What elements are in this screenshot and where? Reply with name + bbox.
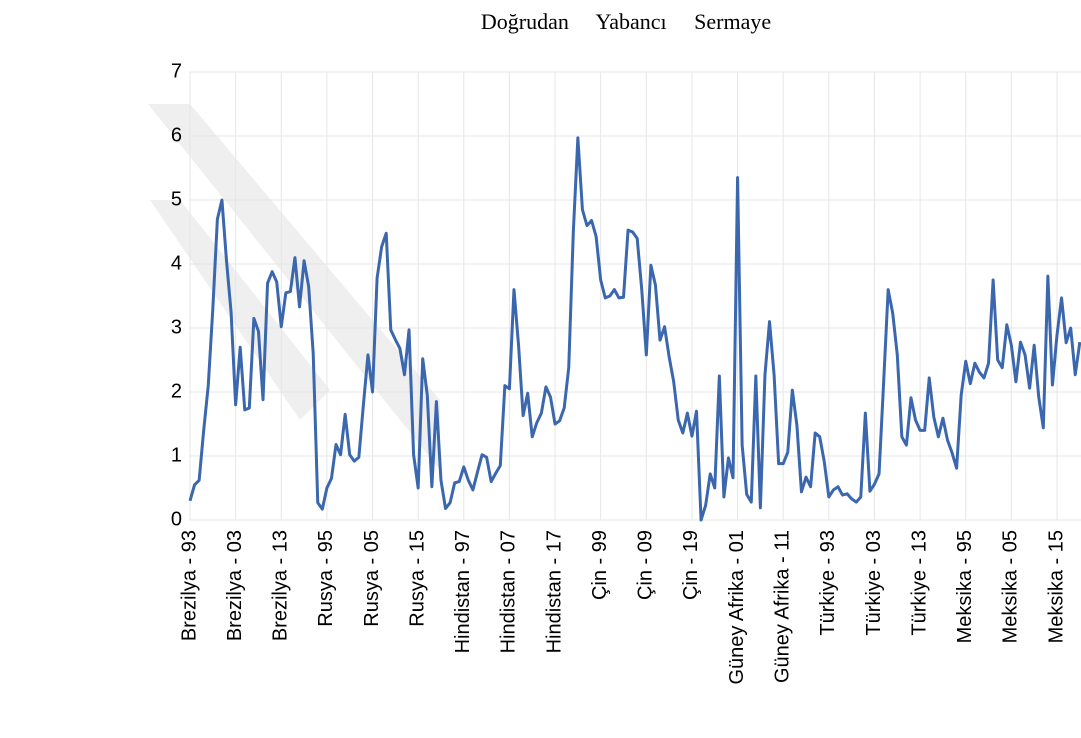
x-tick-label: Güney Afrika - 11: [771, 530, 793, 683]
x-tick-label: Hindistan - 17: [543, 530, 565, 653]
x-tick-label: Rusya - 95: [315, 530, 337, 627]
x-tick-label: Brezilya - 93: [178, 530, 200, 641]
y-tick-label: 3: [171, 316, 182, 338]
y-tick-label: 2: [171, 380, 182, 402]
y-tick-label: 7: [171, 60, 182, 82]
x-tick-label: Rusya - 15: [406, 530, 428, 627]
x-tick-label: Brezilya - 03: [224, 530, 246, 641]
x-tick-label: Brezilya - 13: [270, 530, 292, 641]
y-tick-label: 4: [171, 252, 182, 274]
x-tick-label: Meksika - 15: [1045, 530, 1067, 643]
x-tick-label: Hindistan - 07: [498, 530, 520, 653]
x-tick-label: Türkiye - 93: [817, 530, 839, 636]
x-tick-label: Türkiye - 13: [908, 530, 930, 636]
x-tick-label: Güney Afrika - 01: [726, 530, 748, 685]
x-tick-label: Çin - 19: [680, 530, 702, 600]
x-tick-label: Rusya - 05: [361, 530, 383, 627]
chart-title: Doğrudan Yabancı Sermaye: [481, 9, 771, 34]
x-tick-label: Çin - 99: [589, 530, 611, 600]
data-line: [188, 136, 1081, 522]
y-tick-label: 1: [171, 444, 182, 466]
x-tick-label: Hindistan - 97: [452, 530, 474, 653]
x-tick-label: Türkiye - 03: [863, 530, 885, 636]
x-tick-label: Meksika - 05: [1000, 530, 1022, 643]
y-tick-label: 0: [171, 508, 182, 530]
x-tick-label: Meksika - 95: [954, 530, 976, 643]
watermark-band: [148, 104, 440, 470]
x-tick-label: Çin - 09: [635, 530, 657, 600]
y-tick-label: 6: [171, 124, 182, 146]
watermark-band: [150, 200, 330, 420]
watermark: [148, 104, 440, 470]
y-tick-label: 5: [171, 188, 182, 210]
